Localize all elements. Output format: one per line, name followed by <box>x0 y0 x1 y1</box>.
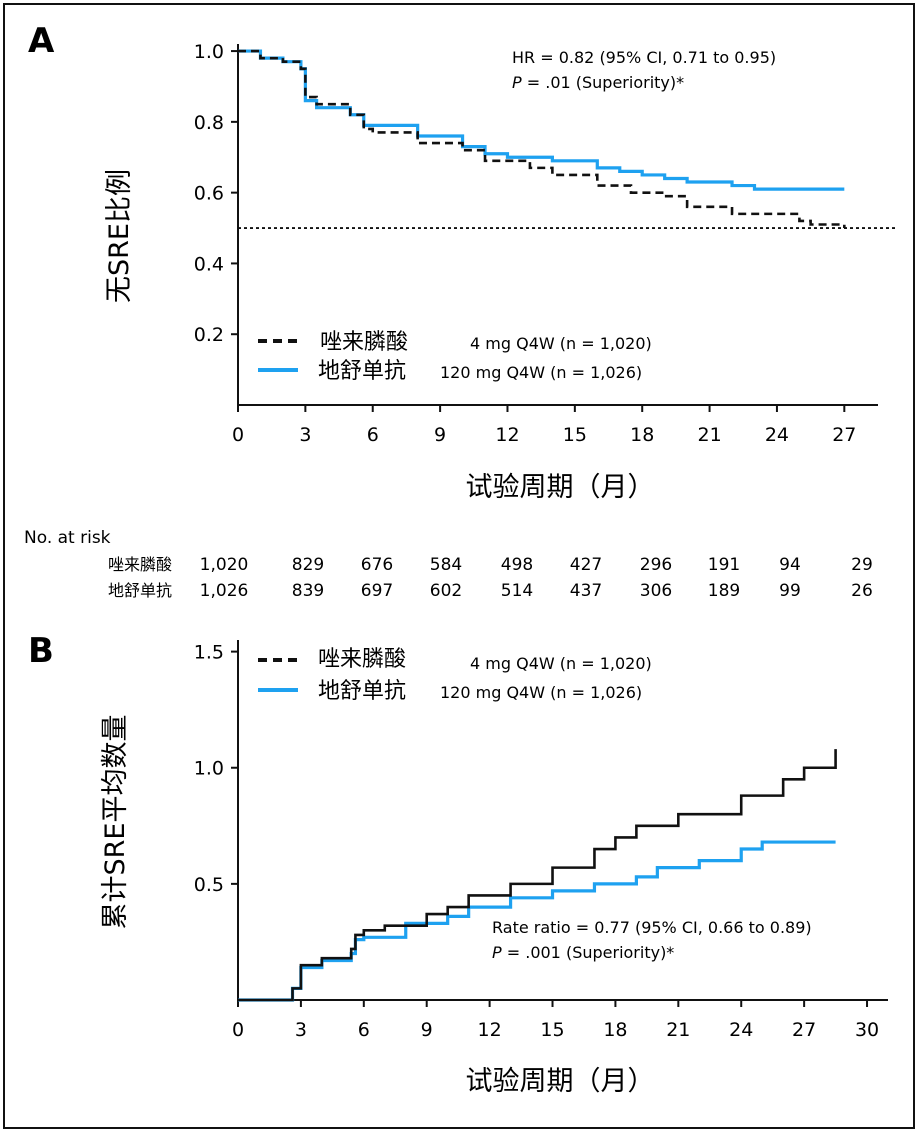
at-risk-cell: 99 <box>779 581 801 601</box>
panel-a-x-tick-label: 24 <box>765 424 789 446</box>
panel-a-p-symbol: P <box>512 73 522 92</box>
at-risk-cell: 839 <box>292 581 324 601</box>
at-risk-cell: 94 <box>779 555 801 575</box>
panel-a-x-tick-label: 15 <box>563 424 587 446</box>
panel-b-y-label: 累计SRE平均数量 <box>100 715 131 930</box>
panel-b-p-value: = .001 (Superiority)* <box>502 943 675 962</box>
at-risk-cell: 697 <box>361 581 393 601</box>
panel-b-x-tick-label: 15 <box>540 1019 564 1041</box>
panel-b-p-annotation: P = .001 (Superiority)* <box>492 943 674 962</box>
panel-b-letter: B <box>28 631 54 671</box>
panel-a-y-tick-label: 0.8 <box>194 112 224 134</box>
at-risk-table: 唑来膦酸 1,020 829 676 584 498 427 296 191 94 29 地舒单抗 1,… <box>108 555 873 601</box>
panel-a-legend-den-drug: 地舒单抗 <box>318 359 406 384</box>
panel-b-x-label: 试验周期（月） <box>466 1066 655 1097</box>
panel-a-x-tick-label: 3 <box>299 424 311 446</box>
panel-b-legend: 唑来膦酸 4 mg Q4W (n = 1,020) 地舒单抗 120 mg Q4… <box>258 647 652 704</box>
panel-a-x-tick-label: 0 <box>232 424 244 446</box>
panel-b-legend-zol-dose: 4 mg Q4W (n = 1,020) <box>470 654 652 673</box>
panel-b-rate-annotation: Rate ratio = 0.77 (95% CI, 0.66 to 0.89) <box>492 918 812 937</box>
panel-a-p-value: = .01 (Superiority)* <box>522 73 684 92</box>
panel-b-x-tick-label: 3 <box>295 1019 307 1041</box>
panel-a-legend-den-dose: 120 mg Q4W (n = 1,026) <box>440 363 642 382</box>
panel-a-x-tick-label: 9 <box>434 424 446 446</box>
panel-a-zoledronic-curve <box>238 49 846 229</box>
at-risk-cell: 829 <box>292 555 324 575</box>
at-risk-cell: 676 <box>361 555 393 575</box>
at-risk-row-label: 唑来膦酸 <box>108 555 172 574</box>
panel-b-x-tick-label: 0 <box>232 1019 244 1041</box>
panel-b-y-tick-label: 1.5 <box>194 642 224 664</box>
panel-a-x-tick-label: 18 <box>630 424 654 446</box>
at-risk-cell: 1,020 <box>200 555 249 575</box>
panel-a-legend-zol-dose: 4 mg Q4W (n = 1,020) <box>470 334 652 353</box>
panel-b-x-tick-label: 9 <box>421 1019 433 1041</box>
panel-a-p-annotation: P = .01 (Superiority)* <box>512 73 684 92</box>
panel-a-x-tick-label: 21 <box>697 424 721 446</box>
at-risk-cell: 514 <box>501 581 533 601</box>
at-risk-cell: 602 <box>430 581 462 601</box>
panel-a-y-tick-label: 0.6 <box>194 183 224 205</box>
panel-a-legend: 唑来膦酸 4 mg Q4W (n = 1,020) 地舒单抗 120 mg Q4… <box>258 330 652 384</box>
panel-a-y-tick-label: 1.0 <box>194 41 224 63</box>
panel-b-x-tick-label: 12 <box>478 1019 502 1041</box>
panel-a-hr-annotation: HR = 0.82 (95% CI, 0.71 to 0.95) <box>512 48 776 67</box>
panel-a-legend-zol-drug: 唑来膦酸 <box>320 330 408 355</box>
panel-b-y-tick-label: 1.0 <box>194 758 224 780</box>
figure-frame <box>3 3 915 1129</box>
panel-a-x-tick-label: 27 <box>832 424 856 446</box>
panel-b-x-tick-label: 21 <box>666 1019 690 1041</box>
at-risk-cell: 189 <box>708 581 740 601</box>
panel-b-legend-zol-drug: 唑来膦酸 <box>318 647 406 672</box>
at-risk-cell: 437 <box>570 581 602 601</box>
panel-b-y-tick-label: 0.5 <box>194 874 224 896</box>
at-risk-cell: 306 <box>640 581 672 601</box>
panel-b-x-tick-label: 27 <box>792 1019 816 1041</box>
at-risk-cell: 427 <box>570 555 602 575</box>
panel-a-y-tick-label: 0.4 <box>194 253 224 275</box>
panel-b-x-tick-label: 6 <box>358 1019 370 1041</box>
at-risk-cell: 498 <box>501 555 533 575</box>
panel-b-zoledronic-curve <box>238 749 837 1002</box>
at-risk-title: No. at risk <box>24 528 111 548</box>
panel-a-x-tick-label: 6 <box>367 424 379 446</box>
at-risk-cell: 29 <box>851 555 873 575</box>
at-risk-cell: 296 <box>640 555 672 575</box>
panel-a-x-tick-label: 12 <box>495 424 519 446</box>
at-risk-cell: 191 <box>708 555 740 575</box>
at-risk-row-label: 地舒单抗 <box>108 581 172 600</box>
at-risk-cell: 1,026 <box>200 581 249 601</box>
panel-b-x-tick-label: 24 <box>729 1019 753 1041</box>
panel-a-axes <box>237 44 878 406</box>
panel-b-x-tick-label: 18 <box>603 1019 627 1041</box>
panel-a-x-label: 试验周期（月） <box>466 472 655 503</box>
panel-b-legend-den-dose: 120 mg Q4W (n = 1,026) <box>440 683 642 702</box>
at-risk-cell: 26 <box>851 581 873 601</box>
panel-a-letter: A <box>28 21 55 61</box>
at-risk-cell: 584 <box>430 555 462 575</box>
panel-b-legend-den-drug: 地舒单抗 <box>318 679 406 704</box>
panel-a-y-tick-label: 0.2 <box>194 324 224 346</box>
panel-b-p-symbol: P <box>492 943 502 962</box>
panel-b-x-tick-label: 30 <box>855 1019 879 1041</box>
panel-a-y-label: 无SRE比例 <box>104 169 135 303</box>
panel-b-axes <box>237 640 888 1001</box>
